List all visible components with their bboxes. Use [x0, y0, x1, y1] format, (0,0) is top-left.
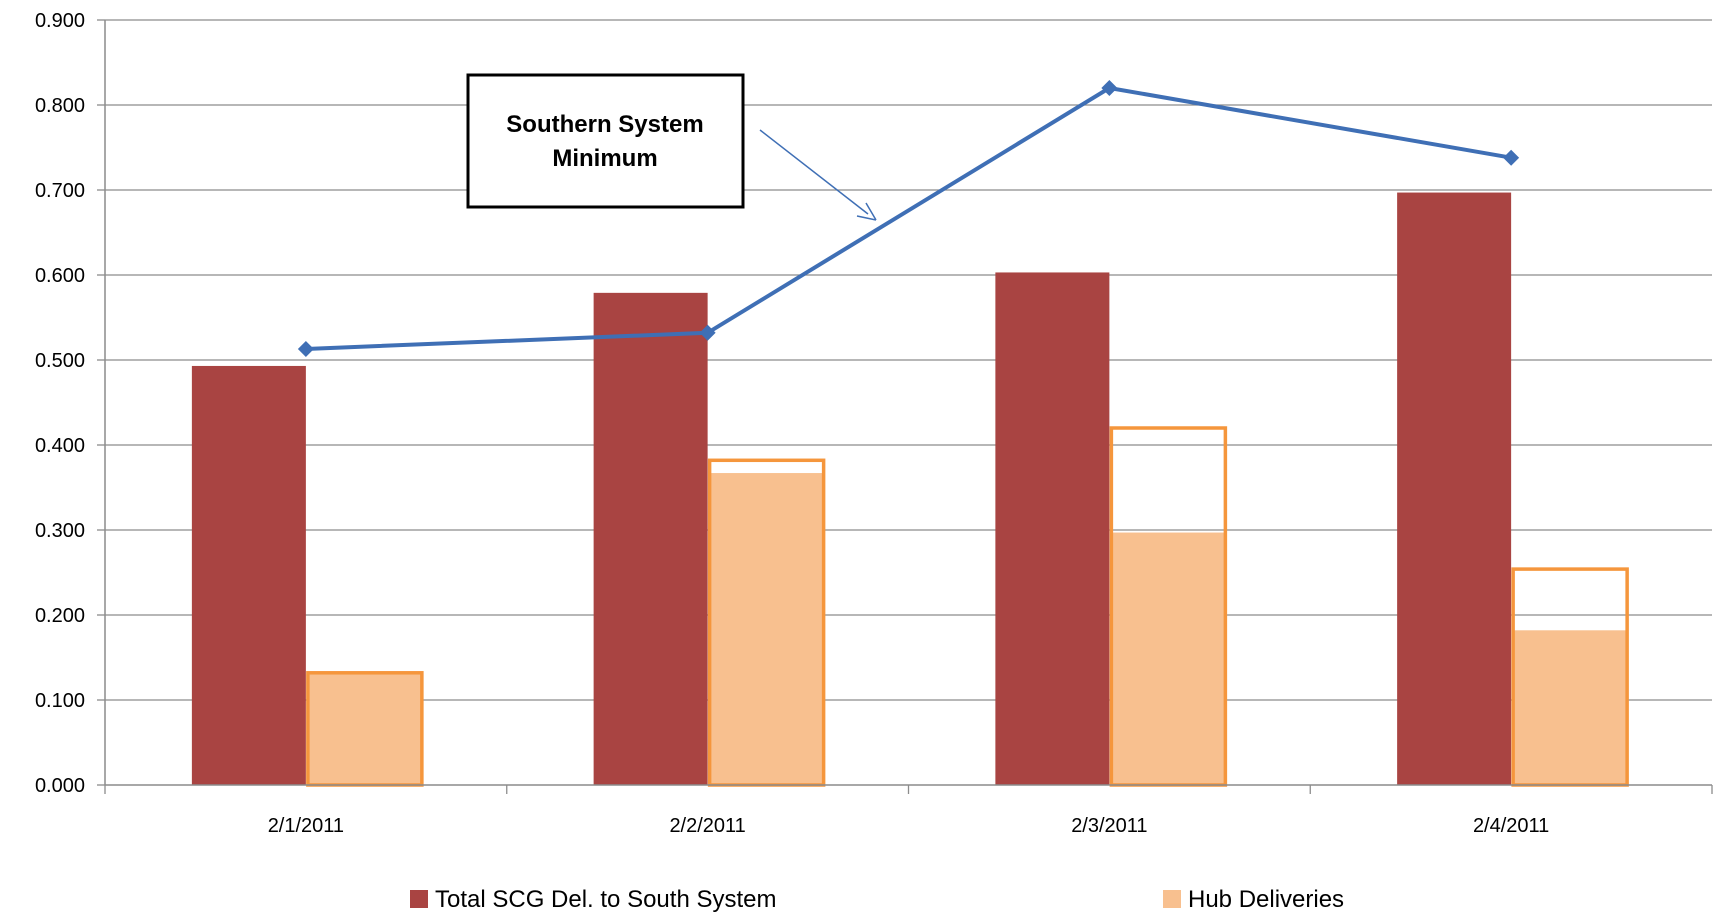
y-tick-label: 0.000: [35, 775, 85, 797]
y-tick-label: 0.200: [35, 605, 85, 627]
annotation: Southern System Minimum: [466, 73, 877, 221]
legend-swatch-hub-deliveries: [1163, 890, 1181, 908]
grid-layer: [105, 19, 1712, 701]
line-point: [1503, 149, 1520, 166]
legend-label-total-scg: Total SCG Del. to South System: [435, 886, 776, 913]
annotation-line-1: Southern System: [506, 111, 703, 138]
bar-layer: [191, 192, 1629, 787]
annotation-line-2: Minimum: [552, 145, 657, 172]
bar-total-scg: [1397, 192, 1512, 786]
bar-hub-deliveries: [1513, 630, 1628, 785]
bar-hub-deliveries: [709, 473, 824, 785]
y-tick-label: 0.300: [35, 520, 85, 542]
annotation-box: [466, 73, 745, 209]
line-point: [297, 340, 314, 357]
axis-layer: 0.000 0.100 0.200 0.300 0.400 0.500 0.600 0.700…: [35, 10, 1713, 837]
line-layer: [297, 80, 1520, 357]
x-tick-label: 2/1/2011: [268, 815, 344, 837]
x-tick-label: 2/2/2011: [669, 815, 745, 837]
bar-total-scg: [191, 365, 306, 785]
y-tick-label: 0.900: [35, 10, 85, 32]
legend-label-hub-deliveries: Hub Deliveries: [1188, 886, 1344, 913]
line-point: [699, 324, 716, 341]
x-tick-label: 2/3/2011: [1071, 815, 1147, 837]
annotation-arrow: [759, 129, 869, 215]
y-tick-label: 0.600: [35, 265, 85, 287]
bar-total-scg: [593, 292, 708, 785]
bar-hub-deliveries: [307, 672, 422, 785]
y-tick-label: 0.500: [35, 350, 85, 372]
legend: Total SCG Del. to South System Hub Deliv…: [410, 886, 1344, 913]
y-tick-label: 0.100: [35, 690, 85, 712]
bar-total-scg: [995, 272, 1110, 785]
bar-hub-deliveries: [1111, 532, 1226, 785]
y-tick-label: 0.800: [35, 95, 85, 117]
y-tick-label: 0.700: [35, 180, 85, 202]
line-point: [1101, 80, 1118, 96]
x-tick-label: 2/4/2011: [1473, 815, 1549, 837]
annotation-arrowhead: [856, 202, 877, 221]
line-series: [305, 86, 1512, 351]
y-tick-label: 0.400: [35, 435, 85, 457]
legend-swatch-total-scg: [410, 890, 428, 908]
